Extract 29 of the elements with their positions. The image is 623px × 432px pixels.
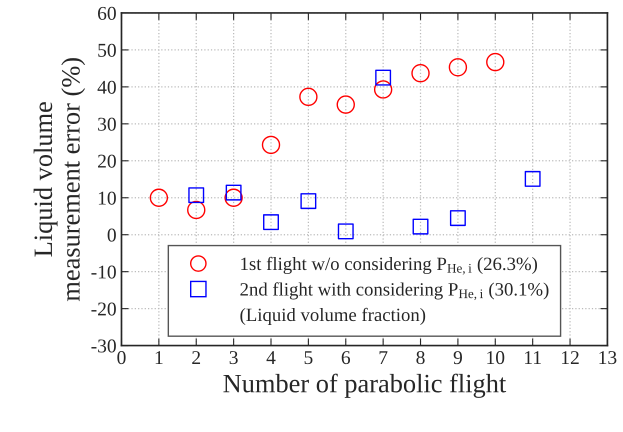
y-tick-label: 50 — [98, 44, 116, 57]
legend-label: 2nd flight with considering P$_{He,i}$ (30.1%) — [240, 282, 548, 300]
x-tick-label: 11 — [525, 351, 541, 364]
x-tick-label: 12 — [562, 351, 579, 364]
x-axis-title: Number of parabolic flight — [223, 374, 506, 398]
x-tick-label: 1 — [156, 351, 163, 364]
y-tick-label: 20 — [98, 154, 116, 168]
y-tick-label: 60 — [98, 6, 116, 20]
y-tick-label: -30 — [91, 339, 116, 353]
x-tick-label: 7 — [380, 351, 388, 364]
x-tick-label: 2 — [192, 351, 200, 364]
x-tick-label: 6 — [342, 351, 350, 364]
y-tick-label: -10 — [91, 265, 116, 279]
x-tick-label: 8 — [416, 351, 425, 364]
x-tick-label: 0 — [117, 351, 126, 364]
y-tick-label: -20 — [91, 302, 116, 316]
x-tick-label: 3 — [230, 351, 238, 364]
x-tick-label: 5 — [304, 351, 312, 364]
y-tick-label: 30 — [98, 118, 116, 131]
annotation: (Liquid volume fraction) — [240, 308, 426, 325]
y-tick-label: 0 — [108, 228, 116, 242]
x-tick-label: 13 — [599, 351, 616, 364]
legend-label: 1st flight w/o considering P$_{He,i}$ (26.3%) — [241, 256, 538, 275]
x-tick-label: 10 — [487, 351, 504, 364]
x-tick-label: 9 — [454, 351, 462, 364]
y-axis-title: Liquid volume measurement error (%) — [34, 58, 86, 302]
y-tick-label: 40 — [98, 80, 116, 94]
y-tick-label: 10 — [98, 192, 116, 205]
x-tick-label: 4 — [266, 351, 276, 364]
